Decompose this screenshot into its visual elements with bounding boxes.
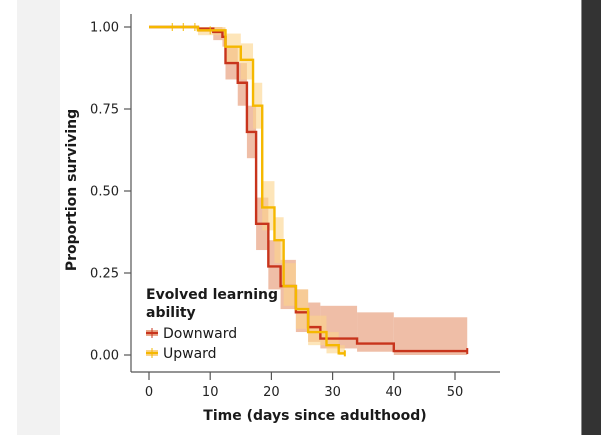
y-ticks: 0.00 0.25 0.50 0.75 1.00 (90, 21, 131, 364)
legend: Evolved learning ability Downward Upward (146, 287, 278, 362)
y-tick-label: 0.75 (90, 103, 119, 118)
y-tick-label: 0.25 (90, 267, 119, 282)
x-tick-label: 30 (324, 385, 341, 400)
x-tick-label: 40 (386, 385, 403, 400)
x-ticks: 0 10 20 30 40 50 (145, 372, 463, 400)
upward-ci-band (338, 345, 345, 355)
x-tick-label: 0 (145, 385, 153, 400)
x-tick-label: 50 (447, 385, 464, 400)
survival-lines (149, 25, 469, 357)
legend-upward-label: Upward (163, 346, 217, 362)
downward-ci-band (237, 63, 247, 106)
upward-ci-band (283, 263, 296, 306)
legend-title-line2: ability (146, 305, 196, 321)
upward-ci-band (240, 43, 254, 80)
y-tick-label: 0.50 (90, 185, 119, 200)
legend-downward-label: Downward (163, 326, 237, 342)
confidence-bands (197, 27, 468, 355)
upward-ci-band (308, 315, 327, 346)
y-axis-title: Proportion surviving (64, 109, 80, 271)
censor-marks (171, 23, 211, 35)
upward-ci-band (225, 33, 241, 64)
survival-chart: 0.00 0.25 0.50 0.75 1.00 0 10 20 30 40 50 Proport… (64, 14, 500, 424)
legend-downward-icon (146, 328, 158, 338)
upward-ci-band (326, 332, 339, 354)
x-tick-label: 20 (263, 385, 280, 400)
axes (130, 14, 500, 373)
downward-ci-band (393, 317, 468, 355)
scrollbar-track[interactable] (581, 0, 601, 435)
legend-upward-icon (146, 348, 158, 358)
legend-title-line1: Evolved learning (146, 287, 278, 303)
x-axis-title: Time (days since adulthood) (203, 408, 426, 424)
y-tick-label: 1.00 (90, 21, 119, 36)
left-gutter (17, 0, 60, 435)
y-tick-label: 0.00 (90, 349, 119, 364)
downward-ci-band (357, 312, 394, 352)
x-tick-label: 10 (202, 385, 219, 400)
upward-ci-band (262, 181, 275, 231)
upward-survival-line (149, 25, 345, 355)
